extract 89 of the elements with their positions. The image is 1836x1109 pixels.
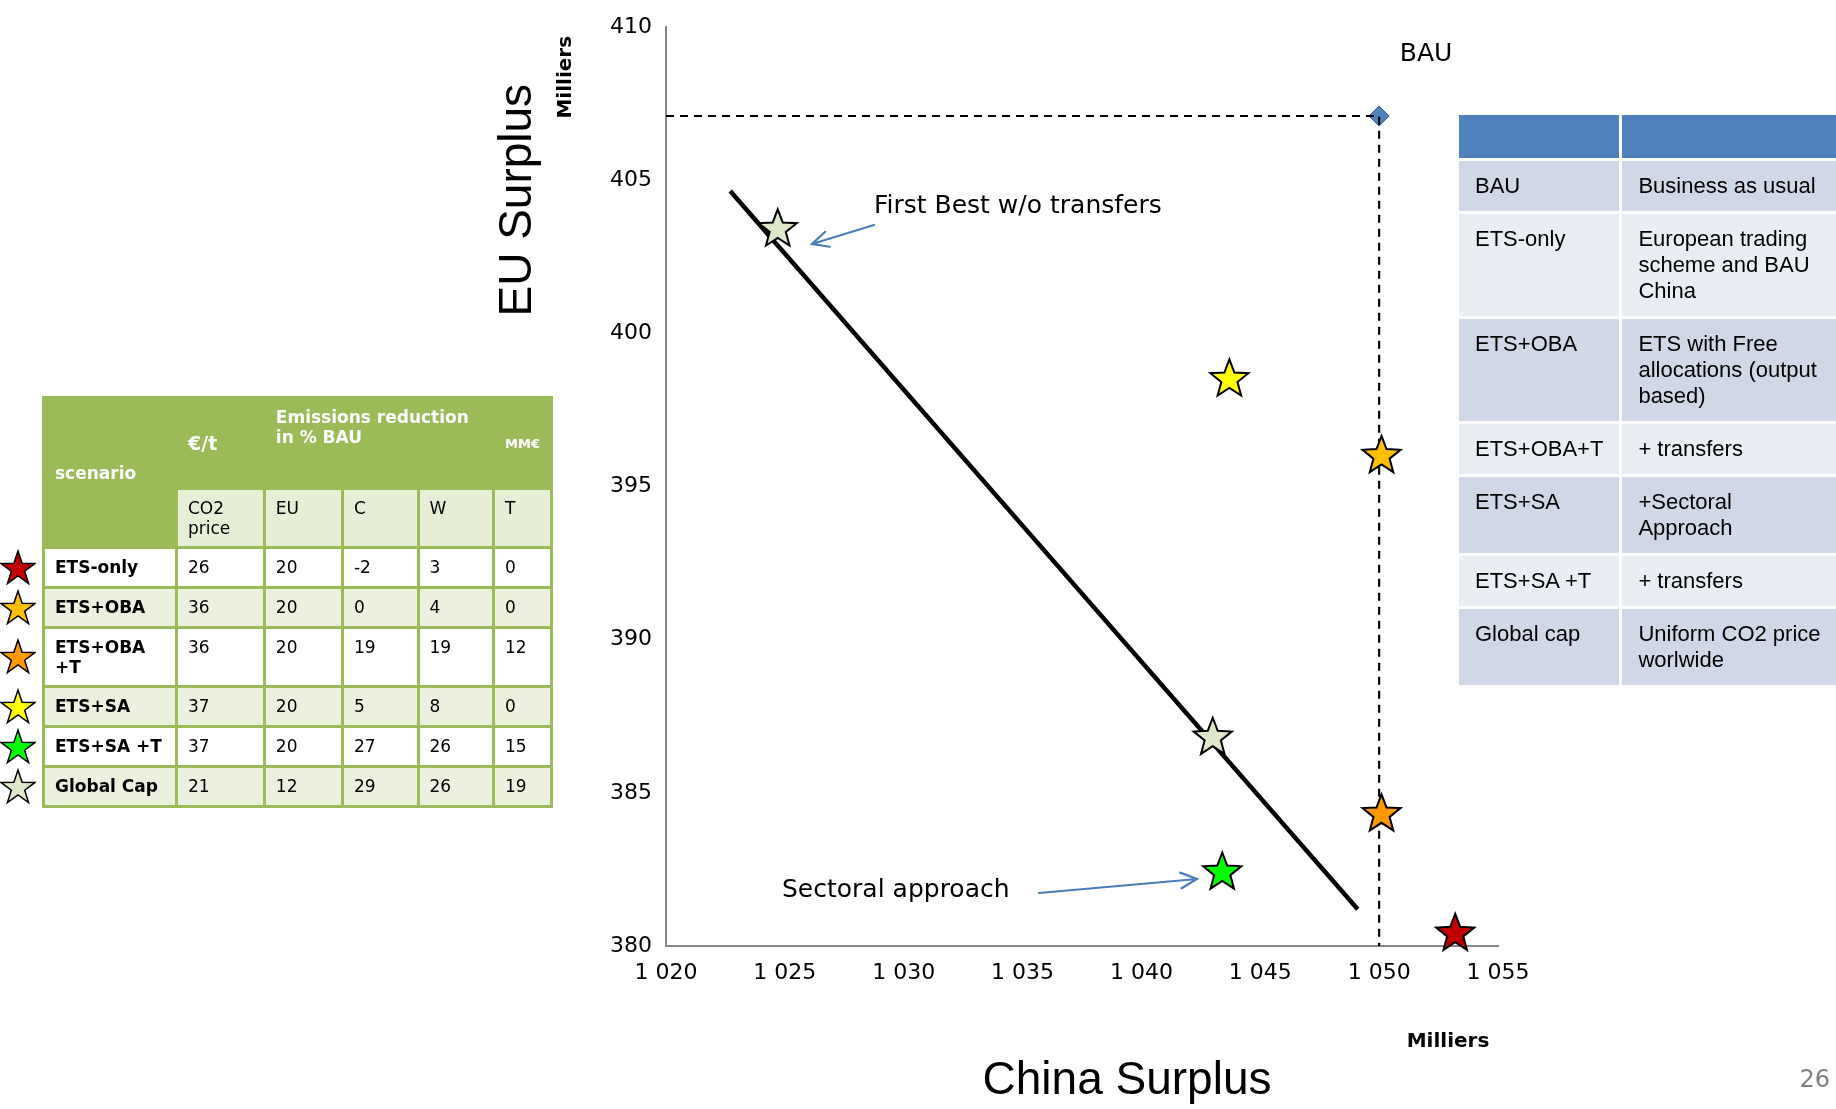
category-label: T <box>493 488 552 548</box>
annotation: Sectoral approach <box>782 873 1010 903</box>
point <box>1435 912 1476 951</box>
y-tick-label: 380 <box>610 931 652 957</box>
text: 36 <box>188 637 210 657</box>
text: + transfers <box>1638 568 1743 593</box>
text: 0 <box>505 597 516 617</box>
text: 26 <box>429 736 452 756</box>
text: 19 <box>505 776 527 796</box>
text: 20 <box>275 637 298 657</box>
text: 26 <box>1799 1065 1830 1094</box>
category-label: W <box>418 488 494 548</box>
text: scenario <box>43 397 177 548</box>
category-label: ETS+SA <box>1475 489 1560 514</box>
point <box>1192 716 1233 755</box>
text: 37 <box>188 696 210 716</box>
y-tick-label: 385 <box>610 778 652 804</box>
text: European trading scheme and BAU China <box>1638 226 1810 303</box>
x-tick-label: 1 045 <box>1228 958 1292 984</box>
x-axis-title: China Surplus <box>982 1051 1272 1104</box>
text: 20 <box>275 696 298 716</box>
category-label: Global Cap <box>55 776 158 796</box>
y-tick-label: 400 <box>610 319 652 345</box>
text: 20 <box>275 736 298 756</box>
text: -2 <box>353 557 371 577</box>
text: 21 <box>188 776 210 796</box>
text: 37 <box>188 736 210 756</box>
category-label: ETS+SA +T <box>55 736 162 756</box>
text: 29 <box>353 776 376 796</box>
x-tick-label: 1 040 <box>1109 958 1173 984</box>
point <box>1209 358 1250 397</box>
y-tick-label: 395 <box>610 472 652 498</box>
y-tick-label: 410 <box>610 12 652 38</box>
category-label: ETS-only <box>1475 226 1566 251</box>
y-tick-label: 405 <box>610 166 652 192</box>
category-label: ETS+SA <box>55 696 131 716</box>
text: 0 <box>505 696 516 716</box>
x-tick-label: 1 020 <box>634 958 698 984</box>
text: 12 <box>275 776 298 796</box>
text: 26 <box>429 776 452 796</box>
text: 26 <box>188 557 210 577</box>
category-label: C <box>342 488 418 548</box>
text: Milliers <box>1406 1028 1490 1053</box>
text: 4 <box>429 597 441 617</box>
text: 0 <box>505 557 516 577</box>
text: 5 <box>353 696 365 716</box>
x-tick-label: 1 050 <box>1347 958 1411 984</box>
category-label: BAU <box>1475 173 1521 198</box>
category-label: ETS+OBA+T <box>1475 436 1604 461</box>
category-label: ETS+OBA +T <box>55 637 146 677</box>
category-label: CO2 price <box>176 488 265 548</box>
y-axis-title: EU Surplus <box>488 83 541 317</box>
text: MM€ <box>493 397 552 489</box>
text: Milliers <box>552 35 577 119</box>
point <box>1361 793 1402 832</box>
text: 8 <box>429 696 441 716</box>
text: 20 <box>275 557 298 577</box>
point <box>1202 851 1243 890</box>
category-label: ETS-only <box>55 557 139 577</box>
category-label: Global cap <box>1475 621 1581 646</box>
text: +Sectoral Approach <box>1638 489 1733 540</box>
annotation: BAU <box>1399 37 1453 67</box>
category-label: EU <box>264 488 343 548</box>
text: Uniform CO2 price worlwide <box>1638 621 1821 672</box>
category-label: ETS+OBA <box>55 597 146 617</box>
category-label: ETS+SA +T <box>1475 568 1592 593</box>
text: + transfers <box>1638 436 1743 461</box>
text: ETS with Free allocations (output based) <box>1638 331 1817 408</box>
x-tick-label: 1 025 <box>753 958 817 984</box>
text: 12 <box>505 637 527 657</box>
text: Emissions reduction in % BAU <box>264 397 494 489</box>
y-tick-label: 390 <box>610 625 652 651</box>
text: 19 <box>353 637 376 657</box>
text: €/t <box>176 397 265 489</box>
point <box>1361 434 1402 474</box>
text: 3 <box>429 557 441 577</box>
x-tick-label: 1 035 <box>991 958 1055 984</box>
x-tick-label: 1 030 <box>872 958 936 984</box>
text: 20 <box>275 597 298 617</box>
text: 19 <box>429 637 452 657</box>
text: 0 <box>353 597 365 617</box>
x-tick-label: 1 055 <box>1466 958 1530 984</box>
annotation: First Best w/o transfers <box>874 189 1162 219</box>
text: 36 <box>188 597 210 617</box>
text: 27 <box>353 736 376 756</box>
text: 15 <box>505 736 527 756</box>
point <box>757 208 798 247</box>
category-label: ETS+OBA <box>1475 331 1578 356</box>
text: Business as usual <box>1638 173 1816 198</box>
